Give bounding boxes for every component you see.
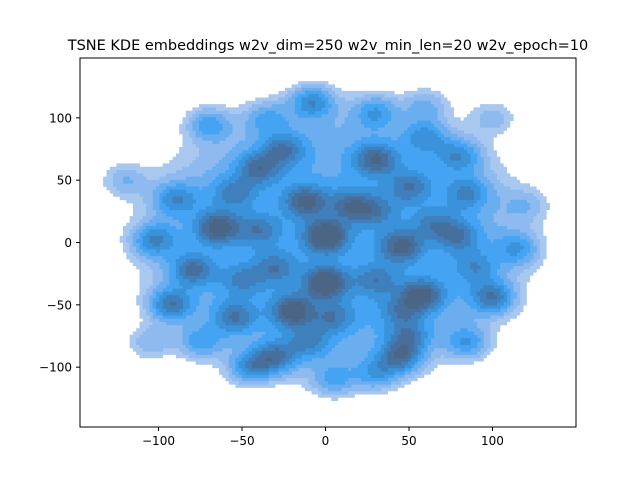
y-tick-label: −100 [39,361,72,375]
axis-ticks: −100 −50 0 50 100 −100 −50 0 50 100 [39,111,504,448]
kde-density-layer [103,81,550,401]
kde-level-7 [169,143,498,369]
x-tick-label: −100 [142,434,175,448]
y-tick-label: 50 [57,174,72,188]
chart-title: TSNE KDE embeddings w2v_dim=250 w2v_min_… [67,38,589,54]
x-tick-label: 0 [322,434,330,448]
y-tick-label: 100 [49,111,72,125]
x-tick-label: 50 [401,434,416,448]
y-tick-label: −50 [47,298,72,312]
axes-frame [79,57,577,428]
y-tick-label: 0 [64,236,72,250]
x-tick-label: −50 [229,434,254,448]
x-tick-label: 100 [481,434,504,448]
